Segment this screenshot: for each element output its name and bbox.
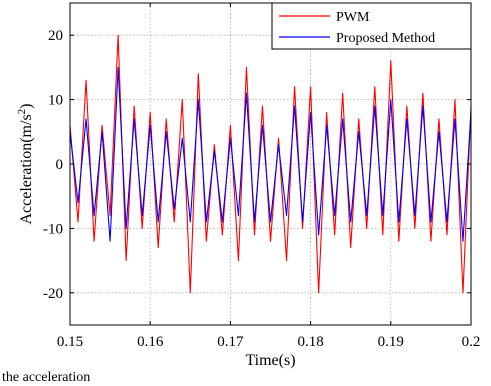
x-tick-label-4: 0.19	[378, 334, 404, 350]
x-axis-label: Time(s)	[245, 352, 295, 369]
figure-caption: the acceleration	[2, 370, 91, 385]
y-axis-label-superscript: 2	[16, 109, 28, 115]
y-tick-label-2: 0	[56, 157, 64, 173]
y-axis-label-main: Acceleration(m/s	[18, 114, 35, 224]
y-tick-label-4: -20	[43, 286, 63, 302]
x-tick-label-2: 0.17	[217, 334, 244, 350]
x-tick-label-1: 0.16	[137, 334, 164, 350]
series-line-proposed-method	[69, 66, 472, 242]
legend: PWM Proposed Method	[271, 2, 472, 50]
y-tick-label-0: 20	[48, 28, 63, 44]
x-tick-labels: 0.15 0.16 0.17 0.18 0.19 0.2	[57, 334, 481, 350]
y-tick-label-1: 10	[48, 93, 63, 109]
legend-label-proposed-method: Proposed Method	[336, 31, 435, 46]
y-axis-label: Acceleration(m/s2)	[16, 104, 35, 225]
series-lines	[69, 34, 472, 294]
y-axis-label-close: )	[18, 104, 35, 109]
y-tick-label-3: -10	[43, 221, 63, 237]
x-tick-label-3: 0.18	[297, 334, 323, 350]
grid-lines	[70, 3, 471, 325]
y-tick-labels: 20 10 0 -10 -20	[43, 28, 63, 302]
legend-box	[271, 2, 472, 50]
x-tick-label-5: 0.2	[462, 334, 481, 350]
x-tick-label-0: 0.15	[57, 334, 83, 350]
legend-label-pwm: PWM	[336, 10, 370, 25]
